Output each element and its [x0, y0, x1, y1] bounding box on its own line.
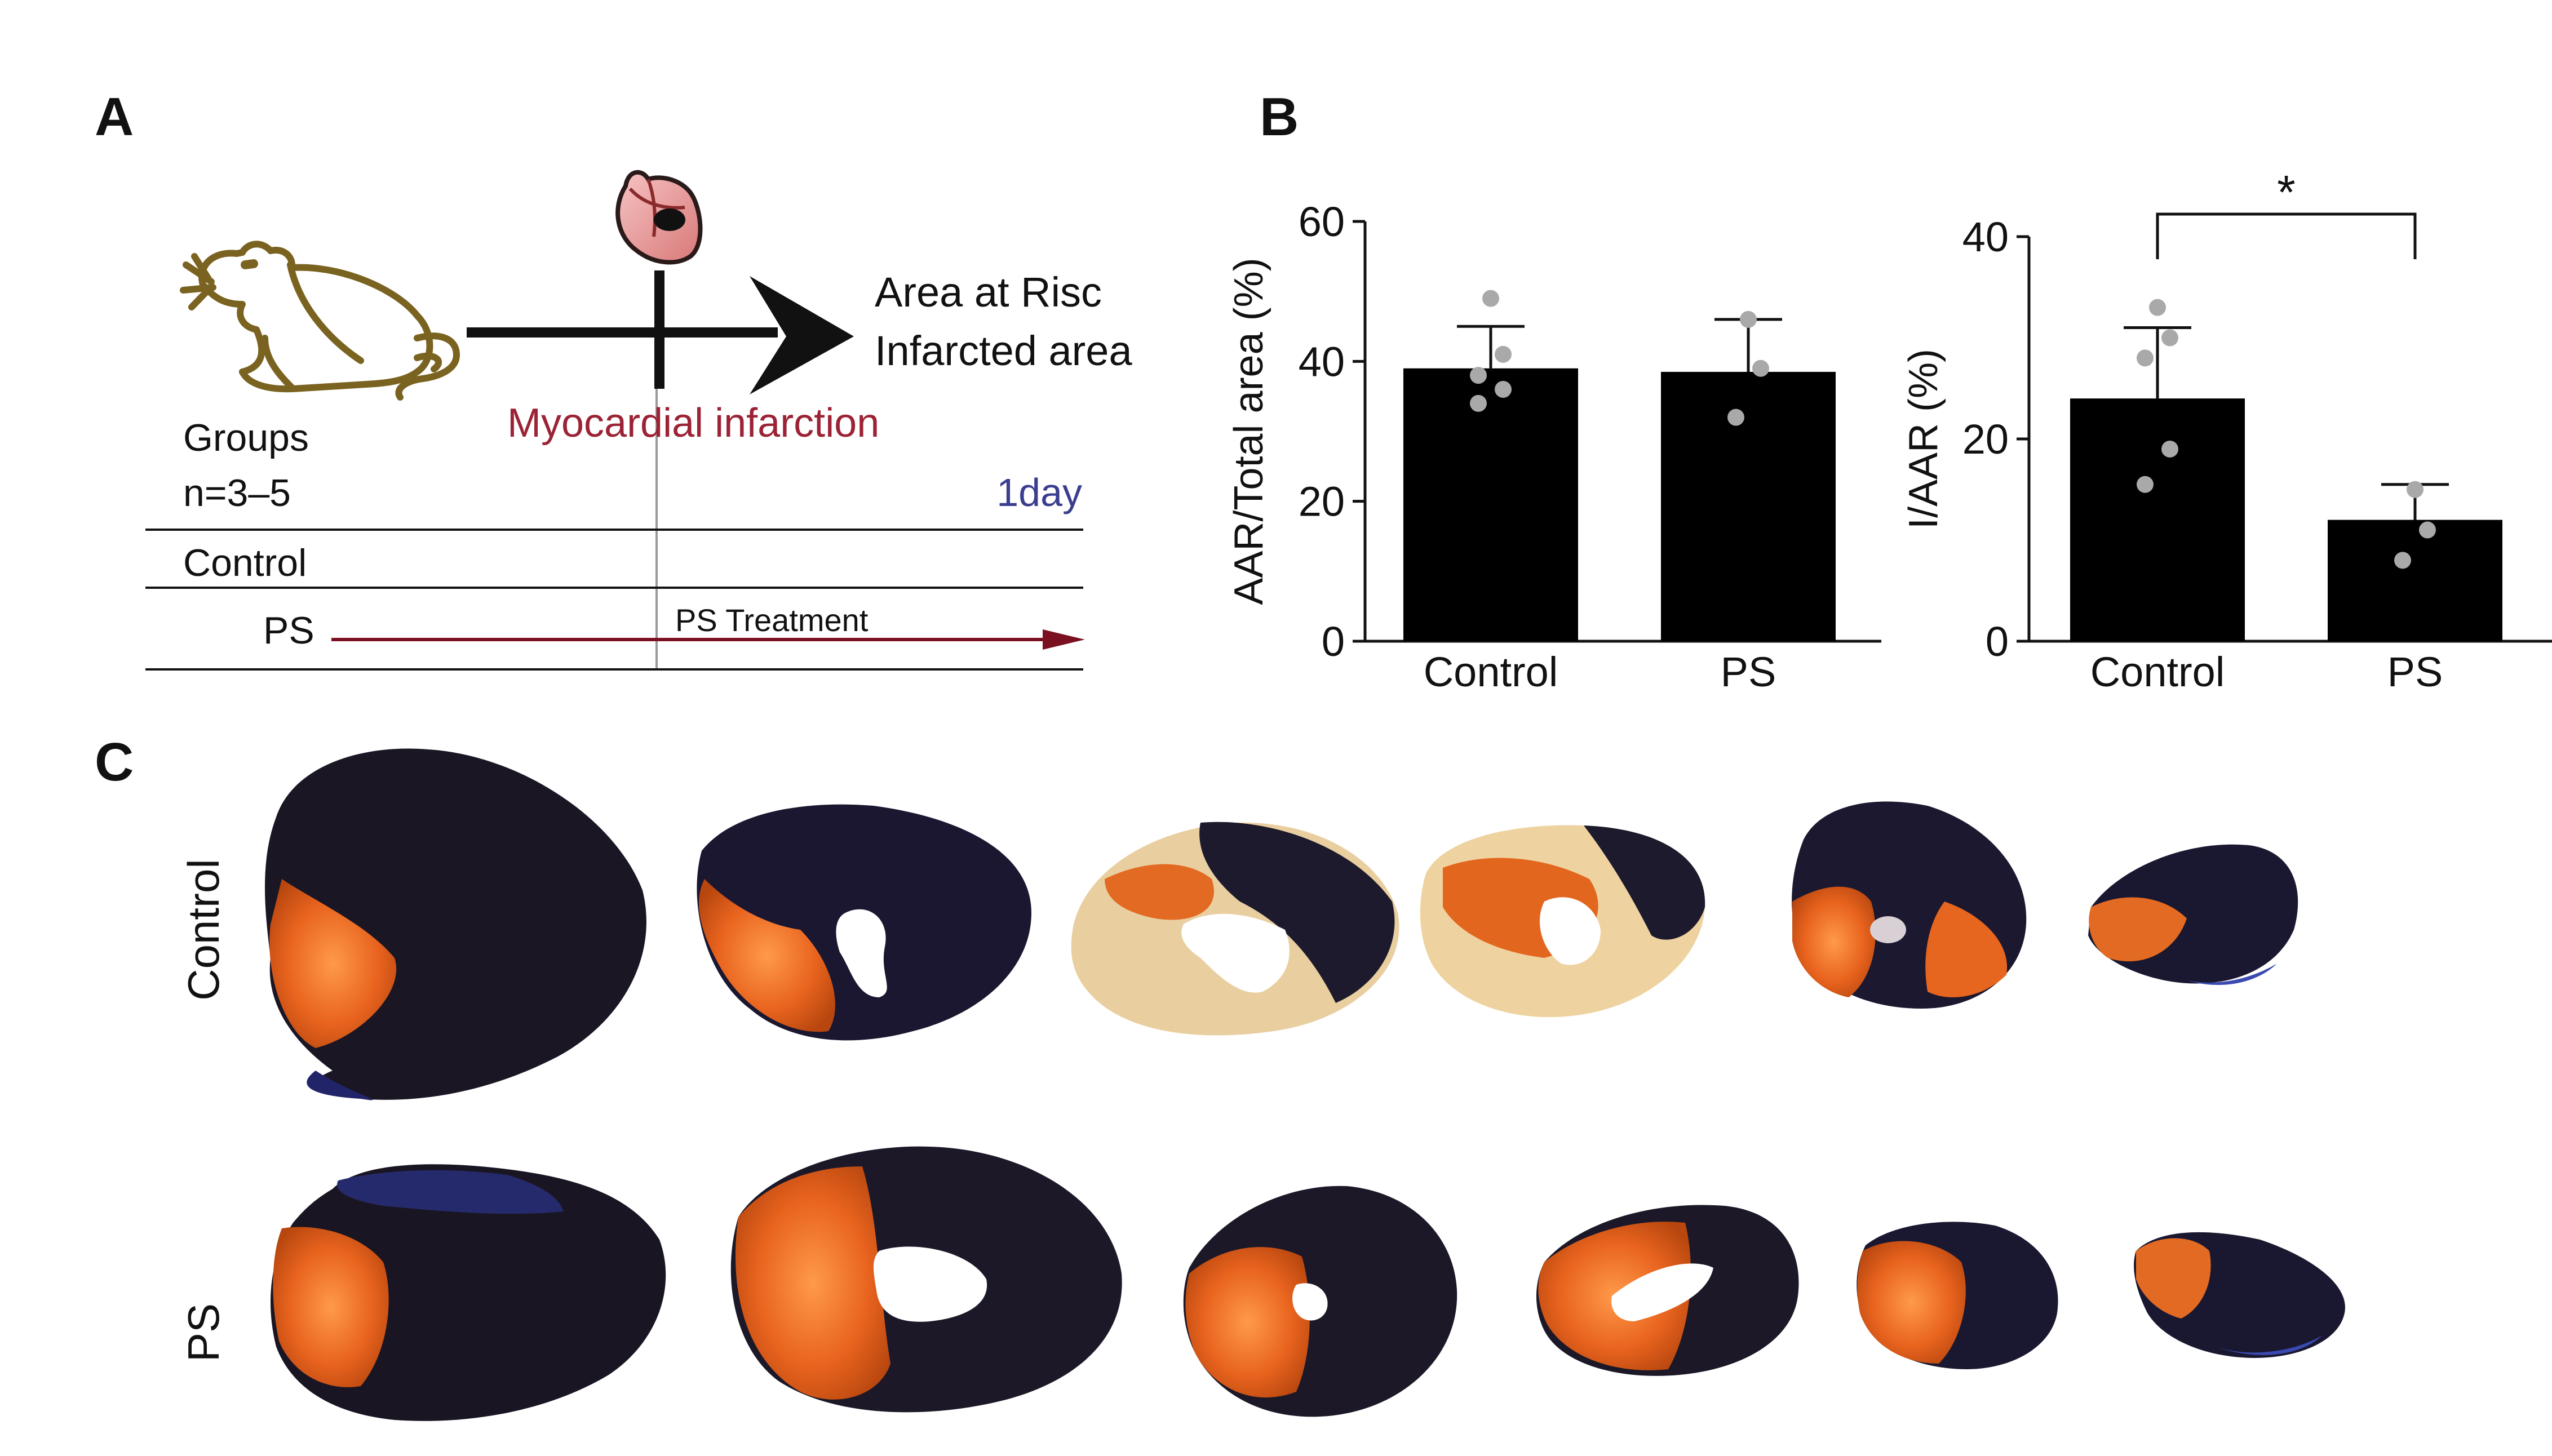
data-point	[2407, 481, 2423, 498]
outcome-infarcted-area: Infarcted area	[875, 327, 1132, 374]
ps-row-label: PS	[263, 609, 314, 652]
photo-row-control-label: Control	[179, 859, 228, 1000]
chart-aar-total-area: 0 20 40 60 AAR/Total area (%) Control PS	[1226, 198, 1881, 695]
panel-a-label: A	[95, 87, 134, 147]
data-point	[1495, 381, 1512, 398]
heart-slice-photo	[271, 1164, 666, 1421]
chart-infarct-aar: 0 20 40 I/AAR (%) Control PS *	[1901, 166, 2552, 695]
data-point	[1495, 345, 1512, 363]
panel-b-label: B	[1260, 87, 1299, 147]
y-axis-label: AAR/Total area (%)	[1226, 258, 1271, 605]
significance-bracket	[2156, 212, 2417, 259]
data-point	[1740, 310, 1757, 328]
category-label: Control	[1424, 649, 1558, 695]
data-point	[1482, 290, 1499, 307]
category-label: PS	[1721, 649, 1776, 695]
y-tick-label: 20	[1962, 416, 2009, 463]
y-tick-label: 60	[1299, 198, 1345, 245]
data-point	[1470, 367, 1487, 384]
timeline-arrowhead	[750, 276, 854, 394]
data-point	[2161, 440, 2178, 458]
category-label: PS	[2387, 649, 2443, 695]
data-point	[1470, 394, 1487, 412]
heart-slice-photo	[2088, 844, 2298, 986]
bar	[2070, 398, 2245, 641]
heart-slice-photo	[2134, 1232, 2345, 1358]
duration-label: 1day	[996, 470, 1082, 514]
heart-slice-photo	[1183, 1186, 1457, 1417]
photo-row-ps-label: PS	[179, 1303, 228, 1362]
y-axis-label: I/AAR (%)	[1901, 349, 1946, 529]
data-point	[2394, 552, 2411, 569]
data-point	[2161, 329, 2178, 347]
outcome-area-at-risk: Area at Risc	[875, 269, 1102, 316]
heart-icon	[615, 170, 703, 265]
data-point	[2137, 476, 2154, 493]
heart-slice-photo	[1536, 1205, 1799, 1376]
data-point	[2419, 521, 2436, 539]
significance-marker: *	[2277, 166, 2296, 219]
bar	[1661, 371, 1836, 641]
panel-c-label: C	[95, 732, 134, 792]
bar	[2328, 520, 2502, 641]
control-row-label: Control	[183, 541, 307, 584]
heart-slice-photo	[1420, 825, 1705, 1018]
heart-slice-photo	[1792, 801, 2027, 1009]
y-tick-label: 0	[1322, 618, 1345, 665]
group-size-label: n=3–5	[183, 472, 291, 514]
treatment-label: PS Treatment	[675, 602, 869, 638]
heart-slice-photo	[265, 748, 646, 1100]
data-point	[1752, 359, 1769, 377]
heart-slice-photo	[1857, 1222, 2058, 1369]
event-label: Myocardial infarction	[507, 401, 879, 446]
heart-slice-photo	[730, 1146, 1122, 1413]
heart-slice-photo	[697, 804, 1031, 1041]
y-tick-label: 40	[1962, 214, 2009, 260]
groups-label: Groups	[183, 416, 309, 459]
mouse-icon	[180, 241, 460, 401]
y-tick-label: 20	[1299, 478, 1345, 525]
category-label: Control	[2090, 649, 2225, 695]
bar	[1403, 368, 1578, 641]
heart-slice-photo	[1071, 822, 1399, 1036]
data-point	[1727, 409, 1744, 426]
y-tick-label: 0	[1986, 618, 2009, 665]
data-point	[2149, 299, 2166, 316]
y-tick-label: 40	[1299, 338, 1345, 385]
treatment-arrowhead	[1043, 629, 1085, 650]
data-point	[2137, 349, 2154, 367]
